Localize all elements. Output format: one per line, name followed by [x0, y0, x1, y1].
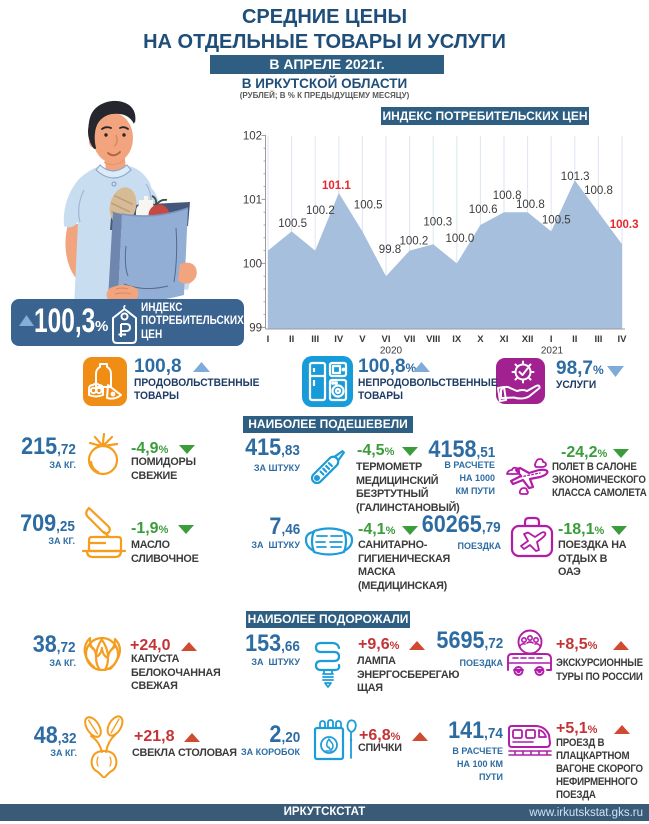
- svg-text:IV: IV: [618, 334, 628, 345]
- svg-text:II: II: [289, 334, 294, 345]
- svg-text:IV: IV: [334, 334, 344, 345]
- svg-text:100.2: 100.2: [400, 236, 429, 248]
- svg-text:I: I: [267, 334, 270, 345]
- svg-text:IX: IX: [452, 334, 462, 345]
- svg-text:II: II: [572, 334, 577, 345]
- svg-text:2020: 2020: [380, 346, 403, 357]
- svg-text:100.6: 100.6: [469, 204, 498, 216]
- svg-text:VIII: VIII: [426, 334, 440, 345]
- svg-text:100: 100: [243, 258, 262, 270]
- svg-text:101.3: 101.3: [561, 171, 590, 183]
- svg-text:100.8: 100.8: [584, 185, 613, 197]
- svg-text:XII: XII: [522, 334, 534, 345]
- svg-text:100.3: 100.3: [423, 217, 452, 229]
- svg-text:99.8: 99.8: [379, 244, 401, 256]
- svg-text:VI: VI: [382, 334, 391, 345]
- svg-text:X: X: [477, 334, 484, 345]
- svg-text:100.8: 100.8: [516, 199, 545, 211]
- svg-text:102: 102: [243, 130, 262, 142]
- svg-text:100.0: 100.0: [446, 233, 475, 245]
- svg-text:V: V: [359, 334, 366, 345]
- svg-text:101.1: 101.1: [322, 180, 351, 192]
- svg-text:100.2: 100.2: [306, 205, 335, 217]
- svg-text:100.3: 100.3: [610, 219, 639, 231]
- svg-text:VII: VII: [404, 334, 416, 345]
- svg-text:100.5: 100.5: [354, 200, 383, 212]
- svg-text:XI: XI: [500, 334, 509, 345]
- svg-text:99: 99: [249, 322, 262, 334]
- svg-text:2021: 2021: [541, 346, 564, 357]
- svg-text:101: 101: [243, 194, 262, 206]
- svg-text:III: III: [594, 334, 602, 345]
- svg-text:III: III: [311, 334, 319, 345]
- svg-text:100.5: 100.5: [278, 218, 307, 230]
- svg-text:100.5: 100.5: [542, 215, 571, 227]
- svg-text:I: I: [550, 334, 553, 345]
- svg-text:100.8: 100.8: [493, 190, 522, 202]
